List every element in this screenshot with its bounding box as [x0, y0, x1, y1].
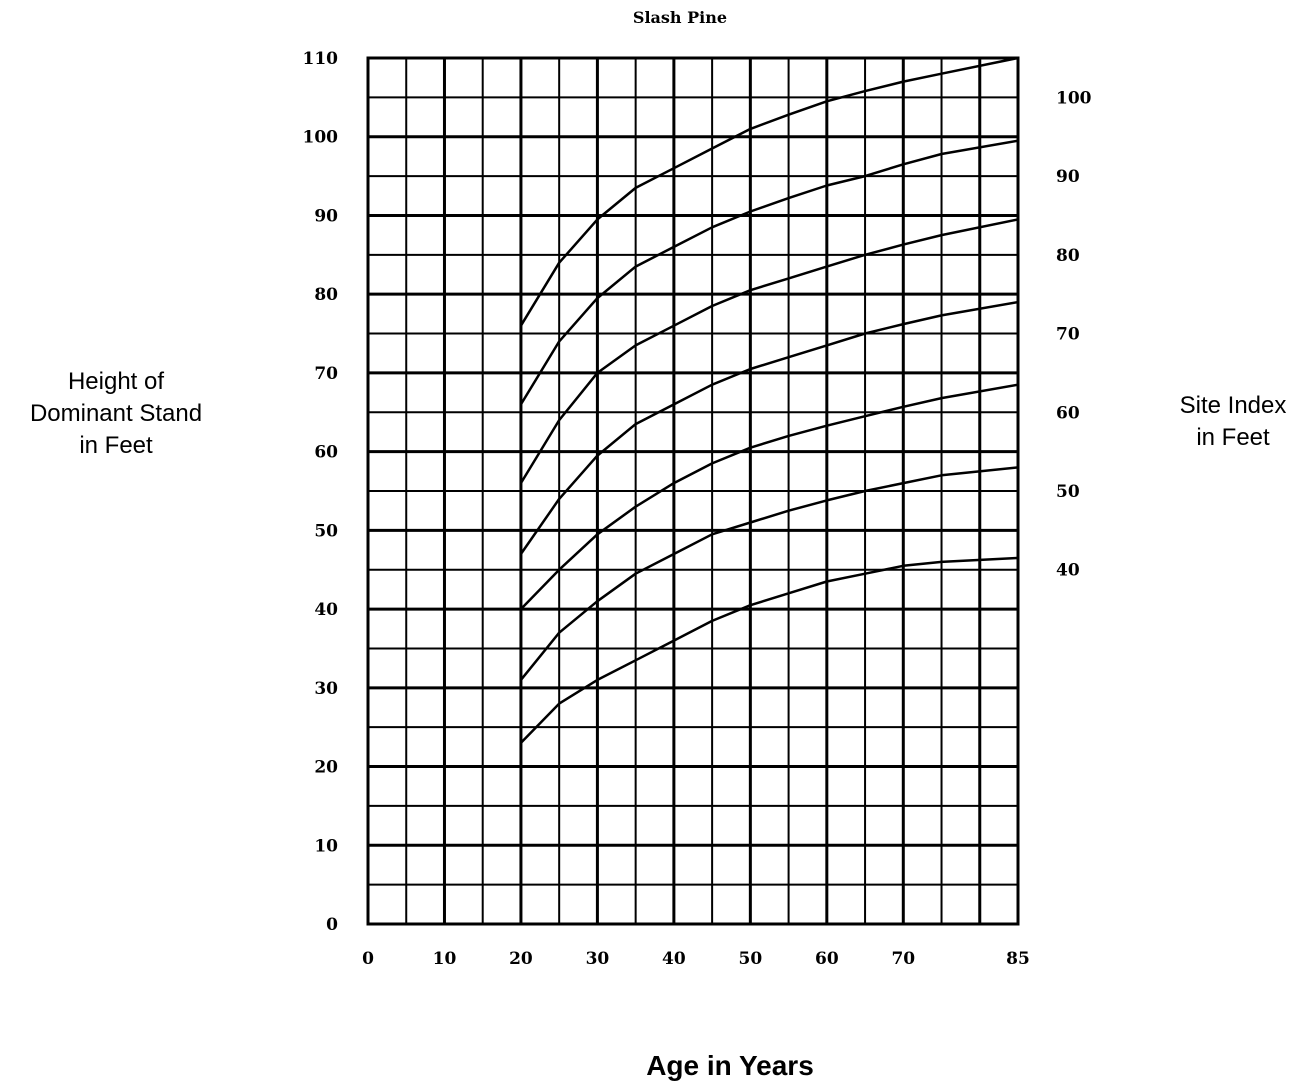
x-tick-label: 85 — [1006, 949, 1030, 969]
y-axis-label-line-2: Dominant Stand — [29, 400, 203, 427]
plot-frame — [366, 56, 1020, 926]
y-axis-label: Height of Dominant Stand in Feet — [0, 366, 232, 462]
series-line-100 — [519, 56, 1019, 327]
x-tick-label: 40 — [662, 949, 686, 969]
site-index-tick-label: 100 — [1056, 88, 1092, 108]
y-tick-label: 80 — [314, 285, 338, 305]
y-tick-label: 100 — [303, 128, 339, 148]
site-index-axis-label: Site Index in Feet — [1160, 390, 1306, 454]
y-tick-label: 20 — [314, 758, 338, 778]
y-tick-label: 60 — [314, 443, 338, 463]
chart-title: Slash Pine — [632, 8, 728, 27]
x-tick-label: 30 — [586, 949, 610, 969]
series-line-60 — [520, 383, 1019, 610]
x-tick-label: 50 — [739, 949, 763, 969]
y-tick-label: 0 — [326, 915, 338, 935]
series-line-80 — [519, 218, 1019, 484]
x-tick-label: 0 — [362, 949, 374, 969]
site-index-label-line-1: Site Index — [1179, 392, 1287, 419]
y-axis-label-line-3: in Feet — [79, 432, 153, 459]
x-axis-label: Age in Years — [646, 1050, 814, 1081]
site-index-tick-label: 50 — [1056, 482, 1080, 502]
x-tick-label: 60 — [815, 949, 839, 969]
series-line-90 — [519, 139, 1019, 406]
site-index-label-line-2: in Feet — [1196, 424, 1270, 451]
x-tick-label: 70 — [891, 949, 915, 969]
series-line-50 — [519, 466, 1019, 681]
y-tick-label: 40 — [314, 600, 338, 620]
y-tick-label: 10 — [314, 836, 338, 856]
y-tick-label: 70 — [314, 364, 338, 384]
site-index-axis-labels: 100 90 80 70 60 50 40 — [1056, 88, 1092, 580]
y-tick-label: 90 — [314, 206, 338, 226]
x-tick-label: 10 — [433, 949, 457, 969]
grid-lines — [366, 56, 1020, 926]
y-axis-label-line-1: Height of — [67, 368, 165, 395]
y-tick-label: 30 — [314, 679, 338, 699]
site-index-curves — [519, 56, 1019, 744]
x-axis-ticks: 0 10 20 30 40 50 60 70 85 — [362, 949, 1030, 969]
y-tick-label: 110 — [303, 49, 339, 69]
site-index-tick-label: 90 — [1056, 167, 1080, 187]
site-index-tick-label: 60 — [1056, 403, 1080, 423]
y-tick-label: 50 — [314, 521, 338, 541]
y-axis-ticks: 0 10 20 30 40 50 60 70 80 90 100 110 — [303, 49, 339, 935]
site-index-tick-label: 70 — [1056, 325, 1080, 345]
x-tick-label: 20 — [509, 949, 533, 969]
series-line-70 — [519, 300, 1019, 555]
site-index-tick-label: 80 — [1056, 246, 1080, 266]
site-index-tick-label: 40 — [1056, 561, 1080, 581]
series-line-40 — [520, 556, 1019, 744]
